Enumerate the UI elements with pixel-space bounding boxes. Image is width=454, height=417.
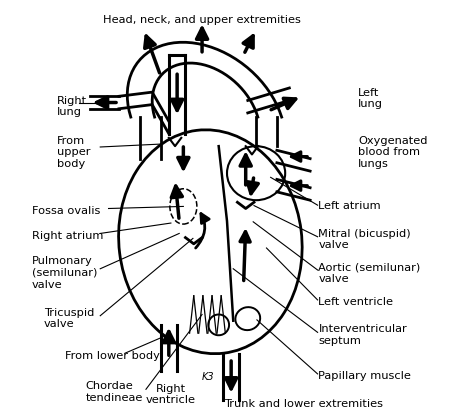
Text: Left
lung: Left lung [358,88,383,109]
Text: Interventricular
septum: Interventricular septum [318,324,407,346]
Text: From lower body: From lower body [65,351,160,361]
Text: Right
ventricle: Right ventricle [146,384,196,405]
Text: Left ventricle: Left ventricle [318,297,394,307]
Text: Tricuspid
valve: Tricuspid valve [44,308,94,329]
Text: Fossa ovalis: Fossa ovalis [32,206,100,216]
Text: Aortic (semilunar)
valve: Aortic (semilunar) valve [318,262,421,284]
Text: K3: K3 [202,372,215,382]
Text: Left atrium: Left atrium [318,201,381,211]
Text: Right
lung: Right lung [57,96,87,118]
Text: Right atrium: Right atrium [32,231,103,241]
Text: Oxygenated
blood from
lungs: Oxygenated blood from lungs [358,136,427,169]
Text: Mitral (bicuspid)
valve: Mitral (bicuspid) valve [318,229,411,251]
Text: Chordae
tendineae: Chordae tendineae [86,382,143,403]
Text: Pulmonary
(semilunar)
valve: Pulmonary (semilunar) valve [32,256,97,289]
Text: Papillary muscle: Papillary muscle [318,371,411,381]
Text: From
upper
body: From upper body [57,136,90,169]
Text: Head, neck, and upper extremities: Head, neck, and upper extremities [103,15,301,25]
Text: Trunk and lower extremities: Trunk and lower extremities [224,399,383,409]
